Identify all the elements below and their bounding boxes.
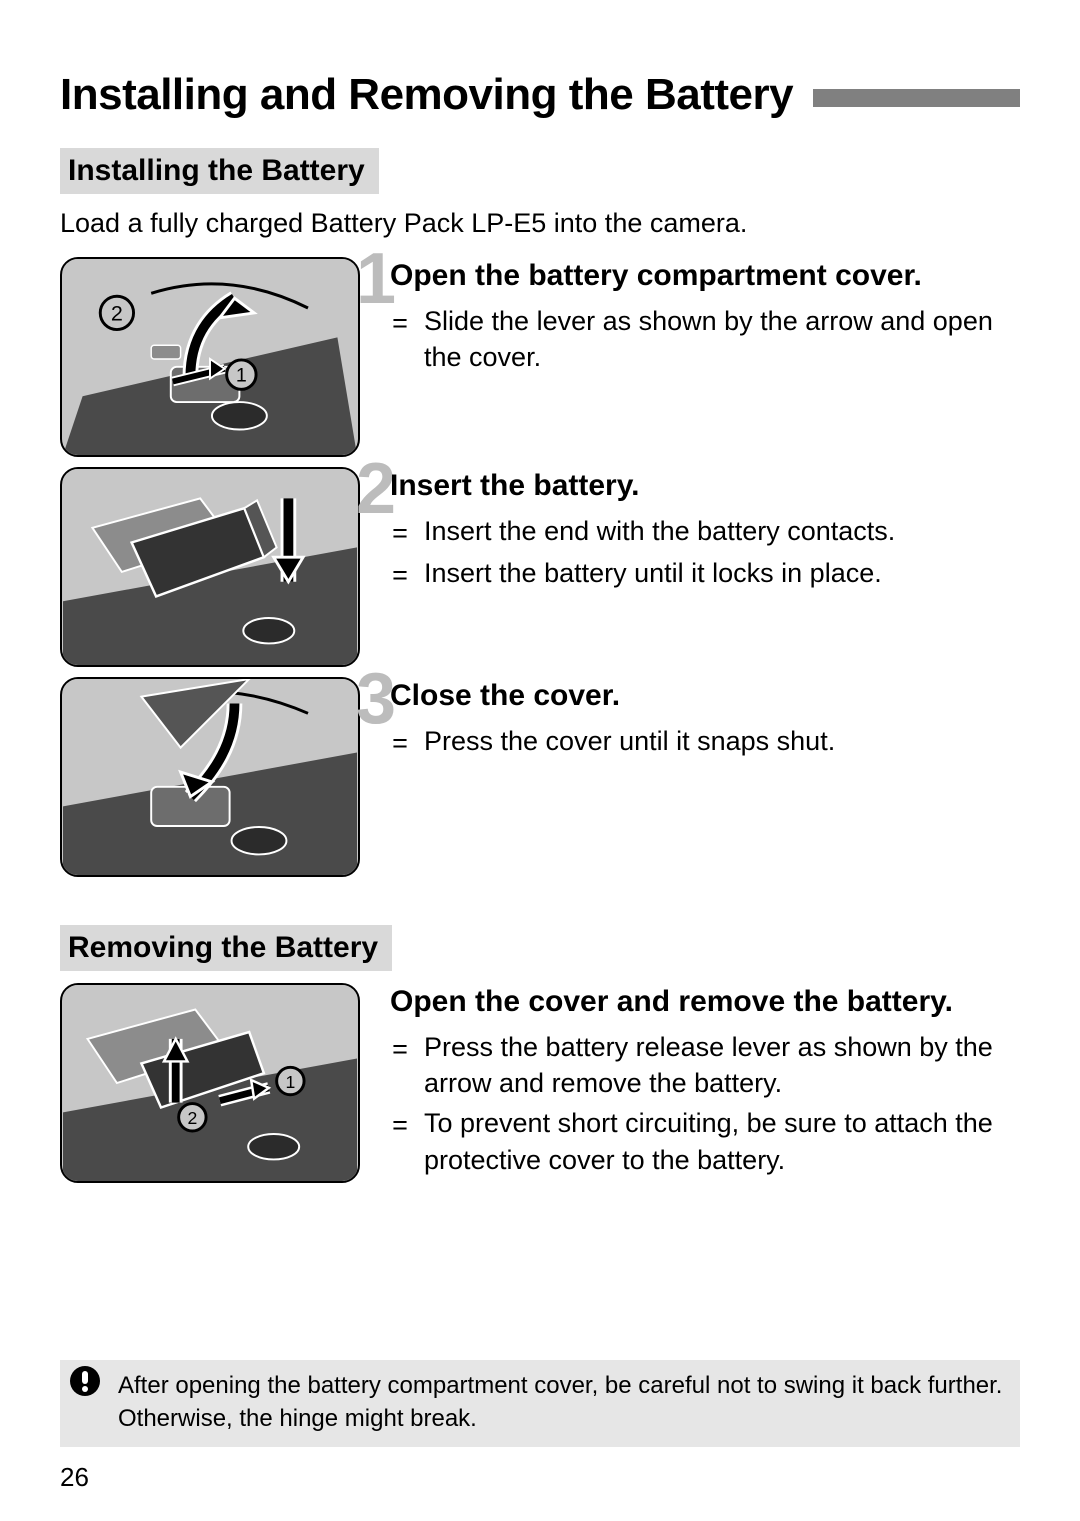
bullet-marker: = <box>390 555 410 593</box>
svg-text:1: 1 <box>285 1072 295 1092</box>
bullet-text: Insert the end with the battery contacts… <box>424 513 895 551</box>
install-step: 2 Insert the battery. =Insert the end wi… <box>60 467 1020 667</box>
step-bullets: = Insert the end with the battery contact… <box>390 513 1020 594</box>
page-number: 26 <box>60 1462 89 1493</box>
install-steps: 2 1 1 Open the battery compartment cover… <box>60 257 1020 877</box>
page-title-row: Installing and Removing the Battery <box>60 70 1020 120</box>
caution-icon <box>68 1364 102 1398</box>
step-illustration: 1 2 <box>60 983 360 1183</box>
caution-note: After opening the battery compartment co… <box>60 1360 1020 1447</box>
step-title: Open the battery compartment cover. <box>390 257 1020 295</box>
install-heading: Installing the Battery <box>60 148 379 194</box>
step-illustration: 2 1 <box>60 257 360 457</box>
svg-text:2: 2 <box>111 301 123 326</box>
bullet-item: =To prevent short circuiting, be sure to… <box>390 1105 1020 1178</box>
step-bullets: =Press the cover until it snaps shut. <box>390 723 1020 761</box>
caution-text: After opening the battery compartment co… <box>118 1372 1002 1431</box>
step-illustration <box>60 467 360 667</box>
install-step: 3 Close the cover. =Press the cover unti… <box>60 677 1020 877</box>
step-bullets: =Press the battery release lever as show… <box>390 1029 1020 1179</box>
page-title: Installing and Removing the Battery <box>60 70 793 120</box>
step-title: Close the cover. <box>390 677 1020 715</box>
step-body: 2 Insert the battery. =Insert the end wi… <box>386 467 1020 597</box>
bullet-marker: = <box>390 1029 410 1102</box>
manual-page: Installing and Removing the Battery Inst… <box>0 0 1080 1521</box>
bullet-marker: = <box>390 1105 410 1178</box>
bullet-text: Press the battery release lever as shown… <box>424 1029 1020 1102</box>
step-title: Insert the battery. <box>390 467 1020 505</box>
install-step: 2 1 1 Open the battery compartment cover… <box>60 257 1020 457</box>
bullet-text: Insert the battery until it locks in pla… <box>424 555 882 593</box>
bullet-text: To prevent short circuiting, be sure to … <box>424 1105 1020 1178</box>
step-bullets: =Slide the lever as shown by the arrow a… <box>390 303 1020 376</box>
install-intro: Load a fully charged Battery Pack LP-E5 … <box>60 206 1020 241</box>
step-body: 1 Open the battery compartment cover. =S… <box>386 257 1020 379</box>
step-body: 3 Close the cover. =Press the cover unti… <box>386 677 1020 765</box>
bullet-item: =Insert the end with the battery contact… <box>390 513 1020 551</box>
remove-step: 1 2 Open the cover and remove the batter… <box>60 983 1020 1183</box>
step-illustration <box>60 677 360 877</box>
svg-text:2: 2 <box>187 1108 197 1128</box>
bullet-text: Press the cover until it snaps shut. <box>424 723 835 761</box>
step-body: Open the cover and remove the battery. =… <box>386 983 1020 1182</box>
step-title: Open the cover and remove the battery. <box>390 983 1020 1021</box>
svg-text:1: 1 <box>236 365 247 387</box>
bullet-item: = Insert the battery until it locks in pl… <box>390 555 1020 593</box>
title-accent-bar <box>813 89 1020 107</box>
bullet-text: Slide the lever as shown by the arrow an… <box>424 303 1020 376</box>
bullet-item: =Slide the lever as shown by the arrow a… <box>390 303 1020 376</box>
bullet-item: =Press the battery release lever as show… <box>390 1029 1020 1102</box>
remove-section: Removing the Battery 1 <box>60 925 1020 1183</box>
bullet-item: =Press the cover until it snaps shut. <box>390 723 1020 761</box>
remove-heading: Removing the Battery <box>60 925 392 971</box>
